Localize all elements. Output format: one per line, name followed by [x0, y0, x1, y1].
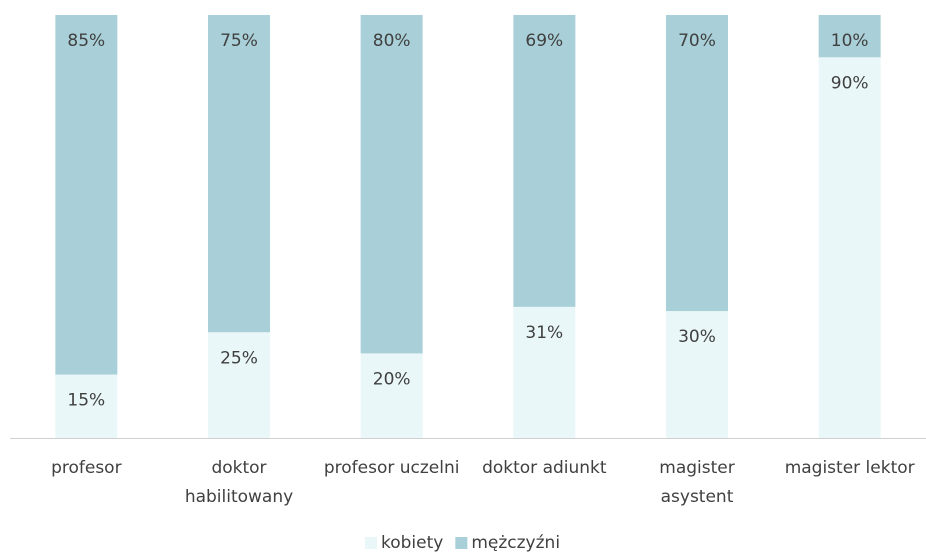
- x-tick-label: profesor uczelni: [324, 458, 460, 478]
- data-label: 25%: [220, 348, 258, 368]
- legend-swatch: [455, 537, 468, 549]
- data-label: 10%: [831, 31, 869, 51]
- bar-segment: [360, 353, 423, 438]
- data-label: 90%: [831, 73, 869, 93]
- bar-segment: [666, 311, 728, 438]
- legend-label: kobiety: [381, 533, 443, 553]
- x-tick-label: doktor habilitowany: [185, 458, 293, 507]
- data-label: 80%: [373, 31, 411, 51]
- bar-segment: [513, 306, 576, 438]
- bar-segment: [208, 15, 270, 333]
- x-tick-label: profesor: [51, 458, 122, 478]
- data-label: 31%: [525, 323, 563, 343]
- bar-segment: [513, 15, 576, 307]
- bar-segment: [360, 15, 423, 354]
- x-tick-label: magister lektor: [785, 458, 915, 478]
- data-label: 15%: [67, 391, 105, 411]
- bar-segment: [818, 57, 881, 439]
- bar-segment: [55, 15, 118, 375]
- data-label: 69%: [525, 31, 563, 51]
- data-label: 20%: [373, 369, 411, 389]
- data-label: 70%: [678, 31, 716, 51]
- data-label: 30%: [678, 327, 716, 347]
- bar-segment: [666, 15, 728, 312]
- legend-label: mężczyźni: [471, 533, 560, 553]
- x-tick-label: doktor adiunkt: [482, 458, 607, 478]
- bar-segment: [818, 15, 881, 58]
- bar-segment: [208, 332, 270, 438]
- x-tick-label: magister asystent: [659, 458, 734, 507]
- data-label: 75%: [220, 31, 258, 51]
- data-label: 85%: [67, 31, 105, 51]
- bar-segment: [55, 374, 118, 438]
- legend-swatch: [365, 537, 377, 549]
